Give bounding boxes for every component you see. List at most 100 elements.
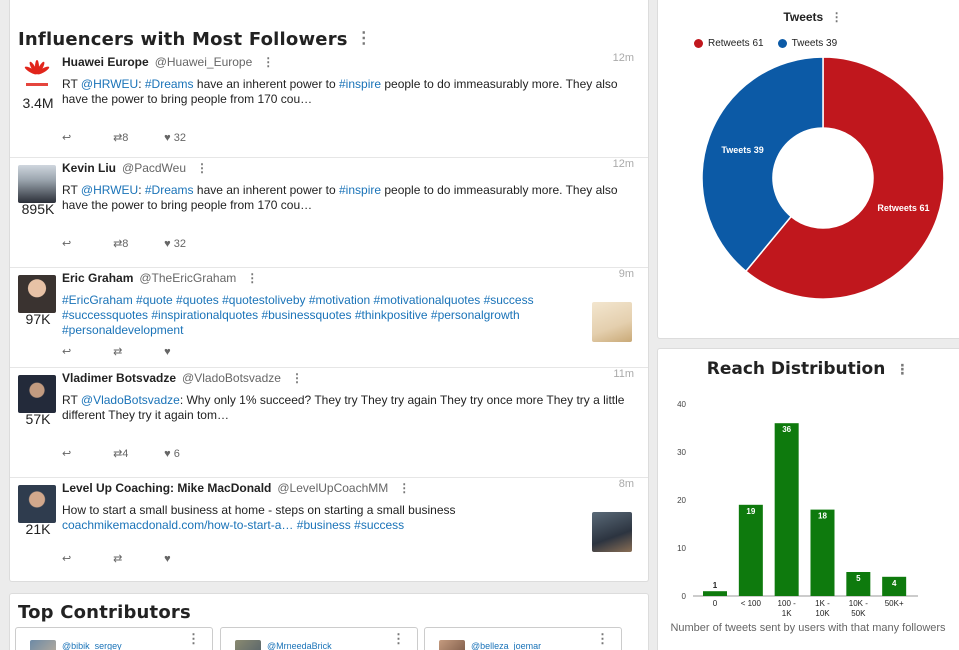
tweet-link[interactable]: @VladoBotsvadze bbox=[80, 393, 180, 407]
row-menu-icon[interactable]: ⋮ bbox=[246, 271, 259, 285]
tweet-actions: ↩ ⇄4 ♥ 6 bbox=[62, 447, 212, 460]
influencer-handle[interactable]: @PacdWeu bbox=[122, 161, 187, 175]
contributor-card[interactable]: @bibik_sergey ⋮ bbox=[15, 627, 213, 650]
x-tick-label: < 100 bbox=[741, 599, 762, 608]
avatar[interactable] bbox=[235, 640, 261, 650]
reply-icon: ↩ bbox=[62, 346, 72, 358]
like-button[interactable]: ♥ bbox=[164, 346, 212, 358]
like-button[interactable]: ♥ bbox=[164, 553, 212, 565]
bar[interactable] bbox=[703, 591, 727, 596]
avatar[interactable] bbox=[18, 485, 56, 523]
retweet-button[interactable]: ⇄8 bbox=[113, 237, 161, 250]
tweet-image-thumbnail[interactable] bbox=[592, 302, 632, 342]
bar[interactable] bbox=[882, 576, 907, 596]
influencer-name[interactable]: Vladimer Botsvadze bbox=[62, 371, 177, 385]
influencer-handle[interactable]: @TheEricGraham bbox=[139, 271, 237, 285]
influencer-name[interactable]: Eric Graham bbox=[62, 271, 134, 285]
influencer-name[interactable]: Kevin Liu bbox=[62, 161, 117, 175]
like-button[interactable]: ♥ 32 bbox=[164, 238, 212, 250]
tweet-link[interactable]: @HRWEU bbox=[80, 77, 139, 91]
avatar[interactable] bbox=[439, 640, 465, 650]
tweet-link[interactable]: #EricGraham #quote #quotes #quotestolive… bbox=[62, 293, 534, 337]
retweet-button[interactable]: ⇄ bbox=[113, 345, 161, 358]
bar[interactable] bbox=[810, 509, 835, 596]
x-tick-label: 1K - bbox=[815, 599, 830, 608]
influencer-handle[interactable]: @Huawei_Europe bbox=[154, 55, 253, 69]
tweet-link[interactable]: #business bbox=[296, 518, 351, 532]
contributor-menu-icon[interactable]: ⋮ bbox=[187, 631, 200, 646]
tweet-link[interactable]: @HRWEU bbox=[80, 183, 139, 197]
avatar[interactable] bbox=[30, 640, 56, 650]
reply-button[interactable]: ↩ bbox=[62, 552, 110, 565]
pie-slice-retweets[interactable] bbox=[744, 56, 945, 300]
retweet-button[interactable]: ⇄8 bbox=[113, 131, 161, 144]
influencer-name[interactable]: Huawei Europe bbox=[62, 55, 149, 69]
reach-chart-title: Reach Distribution bbox=[706, 359, 886, 379]
tweet-link[interactable]: coachmikemacdonald.com/how-to-start-a… bbox=[62, 518, 294, 532]
avatar[interactable] bbox=[18, 165, 56, 203]
legend-label-tweets: Tweets 39 bbox=[791, 38, 838, 49]
bar-value-label: 4 bbox=[892, 579, 897, 588]
legend-marker-tweets bbox=[777, 39, 787, 48]
heart-icon: ♥ bbox=[164, 448, 171, 460]
retweet-button[interactable]: ⇄ bbox=[113, 552, 161, 565]
influencer-handle[interactable]: @LevelUpCoachMM bbox=[277, 481, 389, 495]
x-tick-label: 10K - bbox=[849, 599, 868, 608]
bar[interactable] bbox=[774, 423, 799, 596]
bar[interactable] bbox=[738, 504, 763, 596]
x-tick-label: 50K+ bbox=[885, 599, 904, 608]
contributor-card[interactable]: @MrneedaBrick ⋮ bbox=[220, 627, 418, 650]
tweet-text: How to start a small business at home - … bbox=[62, 503, 582, 533]
influencer-handle[interactable]: @VladoBotsvadze bbox=[182, 371, 281, 385]
tweet-link[interactable]: #Dreams bbox=[144, 183, 194, 197]
row-menu-icon[interactable]: ⋮ bbox=[290, 371, 303, 385]
influencer-row: 97K Eric Graham @TheEricGraham ⋮ 9m #EricG… bbox=[10, 268, 648, 368]
influencer-name-line: Level Up Coaching: Mike MacDonald @LevelU… bbox=[62, 481, 410, 495]
y-tick-label: 10 bbox=[677, 544, 686, 553]
pie-slice-tweets[interactable] bbox=[701, 56, 824, 273]
tweet-link[interactable]: #success bbox=[354, 518, 405, 532]
like-button[interactable]: ♥ 6 bbox=[164, 448, 212, 460]
tweet-text: RT @HRWEU: #Dreams have an inherent powe… bbox=[62, 77, 634, 107]
contributor-handle[interactable]: @bibik_sergey bbox=[62, 641, 122, 650]
reply-button[interactable]: ↩ bbox=[62, 131, 110, 144]
tweet-actions: ↩ ⇄ ♥ bbox=[62, 345, 212, 358]
like-button[interactable]: ♥ 32 bbox=[164, 132, 212, 144]
x-tick-label: 0 bbox=[713, 599, 718, 608]
tweet-link[interactable]: #inspire bbox=[339, 183, 382, 197]
tweet-image-thumbnail[interactable] bbox=[592, 512, 632, 552]
reply-button[interactable]: ↩ bbox=[62, 447, 110, 460]
row-menu-icon[interactable]: ⋮ bbox=[196, 161, 209, 175]
legend-item-tweets[interactable]: Tweets 39 bbox=[777, 38, 838, 49]
heart-icon: ♥ bbox=[164, 346, 171, 358]
reply-button[interactable]: ↩ bbox=[62, 237, 110, 250]
follower-count: 21K bbox=[25, 521, 51, 537]
retweet-button[interactable]: ⇄4 bbox=[113, 447, 161, 460]
row-menu-icon[interactable]: ⋮ bbox=[262, 55, 275, 69]
row-menu-icon[interactable]: ⋮ bbox=[398, 481, 411, 495]
influencers-menu-icon[interactable]: ⋮ bbox=[355, 30, 372, 47]
tweet-text-segment: people to do immeasurably more. They als… bbox=[62, 77, 618, 106]
tweet-link[interactable]: #inspire bbox=[339, 77, 382, 91]
like-count: 32 bbox=[173, 238, 186, 250]
tweet-link[interactable]: #Dreams bbox=[144, 77, 194, 91]
tweets-chart-menu-icon[interactable]: ⋮ bbox=[830, 10, 843, 24]
x-tick-label: 1K bbox=[782, 609, 792, 618]
retweet-count: 8 bbox=[122, 132, 129, 144]
contributor-card[interactable]: @belleza_joemar ⋮ bbox=[424, 627, 622, 650]
influencer-name-line: Vladimer Botsvadze @VladoBotsvadze ⋮ bbox=[62, 371, 303, 385]
contributor-menu-icon[interactable]: ⋮ bbox=[392, 631, 405, 646]
huawei-logo[interactable] bbox=[18, 59, 56, 97]
reach-chart-menu-icon[interactable]: ⋮ bbox=[895, 362, 910, 378]
contributor-handle[interactable]: @belleza_joemar bbox=[471, 641, 542, 650]
reply-button[interactable]: ↩ bbox=[62, 345, 110, 358]
contributor-menu-icon[interactable]: ⋮ bbox=[596, 631, 609, 646]
avatar[interactable] bbox=[18, 375, 56, 413]
follower-count: 97K bbox=[25, 311, 51, 327]
legend-item-retweets[interactable]: Retweets 61 bbox=[694, 38, 764, 49]
avatar[interactable] bbox=[18, 275, 56, 313]
contributor-handle[interactable]: @MrneedaBrick bbox=[267, 641, 332, 650]
influencer-name[interactable]: Level Up Coaching: Mike MacDonald bbox=[62, 481, 272, 495]
bar[interactable] bbox=[846, 572, 871, 596]
